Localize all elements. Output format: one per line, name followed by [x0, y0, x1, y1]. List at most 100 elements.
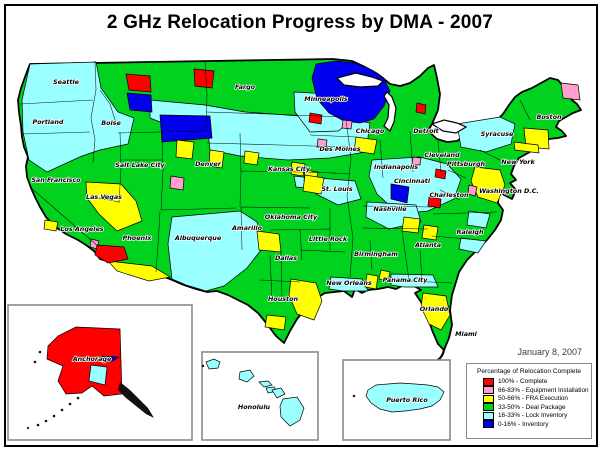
city-label-st-louis: St. Louis	[321, 185, 353, 193]
region-montana-blue	[126, 92, 153, 113]
lake-superior	[335, 72, 385, 88]
city-label-boise: Boise	[101, 119, 121, 127]
legend-label-complete: 100% - Complete	[498, 378, 548, 385]
dma-boundaries	[19, 59, 531, 301]
city-label-amarillo: Amarillo	[231, 224, 263, 232]
legend-swatch-complete	[483, 377, 494, 386]
island-molokai	[258, 380, 273, 388]
city-label-birmingham: Birmingham	[354, 250, 398, 258]
region-michigan-red	[415, 102, 427, 115]
region-houston	[288, 278, 323, 321]
region-la-coast	[43, 219, 59, 232]
legend-item-fra: 50-66% - FRA Execution	[483, 394, 591, 403]
region-dc-pink	[467, 184, 478, 197]
regions-equipment	[89, 82, 581, 250]
region-minneapolis-red	[308, 112, 323, 125]
legend-swatch-fra	[483, 394, 494, 403]
region-pittsburgh-red	[434, 168, 447, 180]
legend-swatch-inventory	[483, 420, 494, 428]
puerto-rico-inset	[342, 359, 451, 441]
lake-michigan	[383, 91, 397, 132]
region-iowa-pink	[316, 138, 328, 149]
city-label-honolulu: Honolulu	[238, 403, 271, 411]
city-label-little-rock: Little Rock	[309, 235, 348, 243]
legend-swatch-deal	[483, 403, 494, 411]
city-label-raleigh: Raleigh	[456, 228, 484, 236]
city-label-puerto-rico: Puerto Rico	[386, 396, 428, 404]
region-gulf-1	[364, 273, 379, 290]
legend-swatch-equipment	[483, 386, 494, 394]
city-label-new-orleans: New Orleans	[326, 279, 372, 287]
city-label-des-moines: Des Moines	[319, 145, 360, 153]
region-nc-coast	[466, 210, 491, 229]
region-wyoming-blue	[159, 114, 213, 143]
legend-item-deal: 33-50% - Deal Package	[483, 403, 591, 411]
city-label-anchorage: Anchorage	[72, 355, 112, 363]
region-atlanta-2	[421, 224, 439, 241]
city-label-denver: Denver	[195, 160, 222, 168]
region-panama-city	[390, 273, 439, 288]
island-puerto-rico	[365, 382, 445, 413]
region-new-orleans	[328, 276, 369, 292]
city-label-new-york: New York	[501, 158, 535, 166]
city-label-san-francisco: San Francisco	[31, 176, 81, 184]
region-okc-sw	[256, 230, 282, 253]
city-label-miami: Miami	[455, 330, 478, 338]
region-montana-red	[125, 73, 152, 93]
city-label-washington-d-c-: Washington D.C.	[479, 187, 539, 195]
alaska-panhandle	[118, 382, 154, 418]
city-label-pittsburgh: Pittsburgh	[447, 160, 486, 168]
region-pacific-northwest	[21, 61, 135, 173]
hawaii-inset-box	[201, 351, 319, 441]
legend-label-fra: 50-66% - FRA Execution	[498, 395, 568, 402]
legend-label-deal: 33-50% - Deal Package	[498, 403, 566, 411]
city-label-albuquerque: Albuquerque	[174, 234, 222, 242]
region-southwest-newmexico	[167, 210, 262, 292]
region-colorado-n1	[175, 139, 195, 160]
city-label-detroit: Detroit	[413, 127, 439, 135]
island-kauai	[205, 358, 221, 370]
legend-item-inventory: 0-16% - Inventory	[483, 420, 591, 428]
city-label-minneapolis: Minneapolis	[304, 95, 348, 103]
city-label-houston: Houston	[268, 295, 299, 303]
legend-item-equipment: 66-83% - Equipment Installation	[483, 386, 591, 394]
hawaii-inset	[201, 351, 319, 441]
legend-item-lock: 16-33% - Lock Inventory	[483, 411, 591, 420]
aleutian-islands	[26, 350, 80, 430]
region-stl-west	[302, 174, 325, 195]
city-label-salt-lake-city: Salt Lake City	[115, 161, 165, 169]
alaska-inset	[7, 304, 193, 441]
region-san-diego-red	[94, 244, 129, 264]
city-label-portland: Portland	[33, 118, 64, 126]
city-label-boston: Boston	[536, 113, 562, 121]
outer-border	[4, 4, 598, 447]
region-nyc-yellow	[513, 141, 540, 154]
region-orlando	[420, 292, 451, 331]
city-label-atlanta: Atlanta	[414, 241, 441, 249]
city-label-dallas: Dallas	[275, 254, 297, 262]
island-maui	[271, 387, 286, 399]
region-socal-border	[107, 260, 171, 282]
city-label-indianapolis: Indianapolis	[374, 163, 418, 171]
region-dakota-red	[193, 68, 215, 89]
region-colorado-n3	[243, 150, 260, 166]
city-label-oklahoma-city: Oklahoma City	[265, 213, 318, 221]
city-label-cincinnati: Cincinnati	[394, 177, 431, 185]
city-label-charleston: Charleston	[429, 191, 468, 199]
region-gulf-2	[378, 269, 391, 282]
legend-item-complete: 100% - Complete	[483, 377, 591, 386]
region-atlanta-1	[401, 216, 421, 234]
island-niihau	[201, 364, 205, 368]
lake-erie	[430, 119, 468, 134]
region-syracuse	[456, 116, 516, 153]
island-mona	[352, 394, 356, 398]
legend-label-inventory: 0-16% - Inventory	[498, 420, 549, 428]
region-lexington-blue	[390, 183, 410, 204]
page-title: 2 GHz Relocation Progress by DMA - 2007	[106, 12, 494, 33]
region-kc-1	[290, 161, 306, 177]
city-label-syracuse: Syracuse	[481, 130, 514, 138]
city-label-orlando: Orlando	[420, 305, 449, 313]
island-hawaii	[279, 396, 305, 427]
city-label-seattle: Seattle	[53, 78, 80, 86]
